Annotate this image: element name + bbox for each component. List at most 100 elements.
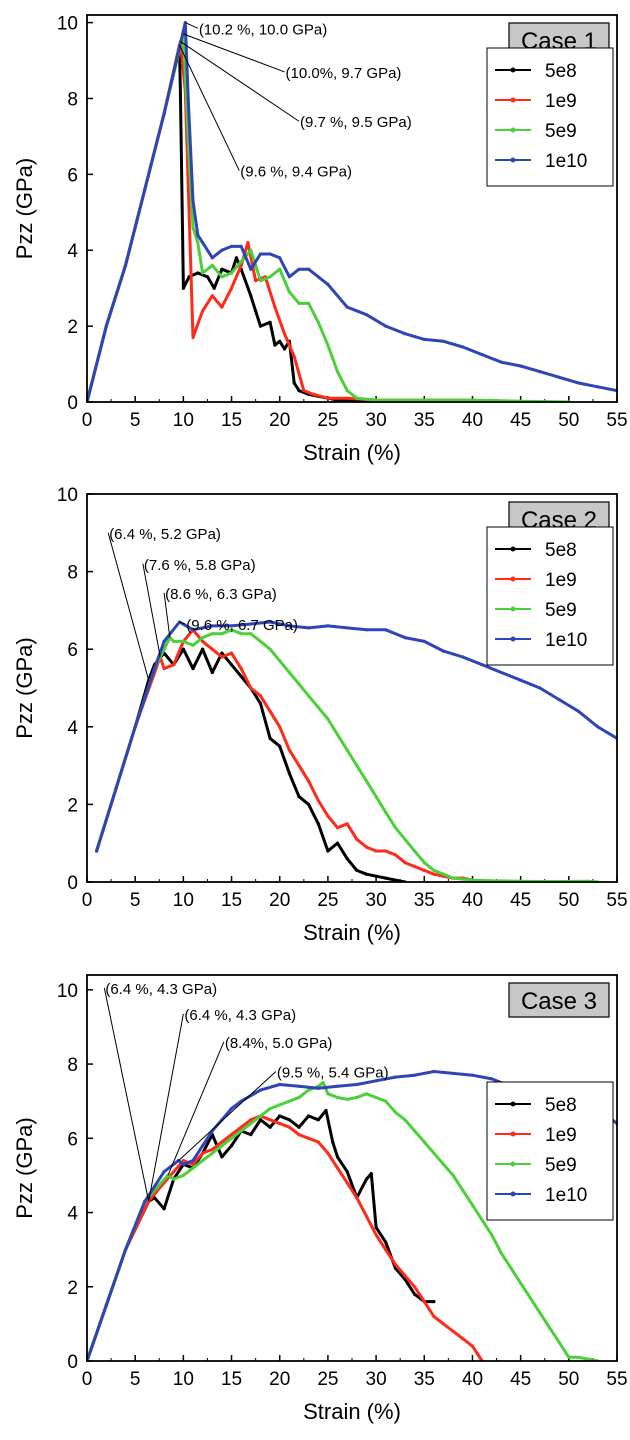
data-point — [490, 1077, 494, 1081]
data-point — [229, 1136, 234, 1140]
data-point — [254, 309, 258, 313]
data-point — [162, 639, 166, 644]
data-point — [249, 248, 253, 252]
data-point — [273, 305, 277, 309]
annotation-leader — [103, 987, 150, 1202]
data-point — [220, 1155, 224, 1159]
y-axis-label: Pzz (GPa) — [12, 158, 37, 259]
data-point — [229, 271, 234, 275]
data-point — [422, 1300, 426, 1304]
data-point — [278, 1082, 282, 1087]
data-point — [413, 849, 417, 853]
data-point — [181, 647, 185, 651]
legend-marker — [510, 67, 516, 73]
data-point — [162, 112, 166, 116]
data-point — [297, 1095, 301, 1100]
data-point — [229, 244, 234, 248]
data-point — [268, 620, 272, 624]
x-tick-label: 55 — [606, 890, 627, 911]
data-point — [239, 674, 243, 679]
x-axis-label: Strain (%) — [303, 1399, 401, 1424]
annotation-label: (8.6 %, 6.3 GPa) — [165, 586, 277, 603]
data-point — [201, 639, 205, 644]
data-point — [461, 1337, 465, 1341]
x-tick-label: 15 — [221, 410, 242, 431]
data-point — [210, 294, 214, 298]
legend-label: 1e9 — [545, 1125, 577, 1146]
data-point — [287, 290, 291, 294]
data-point — [258, 639, 263, 644]
data-point — [364, 628, 369, 632]
annotation-label: (7.6 %, 5.8 GPa) — [144, 557, 256, 574]
data-point — [557, 698, 561, 702]
legend-marker — [510, 1101, 516, 1107]
data-point — [432, 872, 436, 876]
data-point — [201, 636, 205, 640]
data-point — [311, 392, 316, 396]
annotation-leader — [163, 592, 171, 638]
data-point — [403, 1118, 407, 1122]
data-point — [246, 241, 250, 245]
data-point — [249, 1133, 253, 1137]
legend-label: 5e8 — [545, 540, 577, 561]
data-point — [297, 1133, 301, 1137]
data-point — [249, 632, 253, 636]
series-line-5e9 — [95, 628, 600, 882]
data-point — [538, 370, 542, 374]
data-point — [470, 398, 475, 402]
data-point — [374, 1225, 378, 1229]
data-point — [499, 360, 503, 364]
data-point — [268, 320, 272, 324]
data-point — [335, 1084, 340, 1088]
y-tick-label: 4 — [67, 1204, 78, 1225]
data-point — [258, 324, 263, 328]
data-point — [258, 694, 263, 698]
data-point — [254, 279, 258, 283]
series-line-1e9 — [95, 628, 484, 882]
data-point — [292, 354, 296, 359]
data-point — [307, 779, 311, 783]
data-point — [123, 1248, 128, 1252]
data-point — [210, 256, 214, 260]
case-label: Case 3 — [521, 988, 597, 1015]
data-point — [268, 1107, 272, 1111]
x-tick-label: 50 — [558, 1369, 579, 1390]
legend-label: 5e8 — [545, 61, 577, 82]
data-point — [229, 1133, 234, 1137]
data-point — [258, 279, 263, 283]
data-point — [441, 649, 446, 653]
data-point — [268, 275, 272, 279]
y-tick-label: 2 — [67, 317, 78, 338]
data-point — [326, 849, 330, 853]
data-point — [326, 1092, 330, 1096]
data-point — [345, 1170, 349, 1174]
data-point — [201, 1159, 205, 1163]
legend-label: 1e10 — [545, 630, 587, 651]
data-point — [528, 1296, 532, 1300]
legend-marker — [510, 576, 516, 582]
data-point — [519, 1281, 523, 1285]
x-tick-label: 10 — [173, 1369, 194, 1390]
annotation-leader — [185, 22, 199, 29]
data-point — [557, 1340, 561, 1344]
data-point — [191, 1166, 195, 1170]
annotation-label: (8.4%, 5.0 GPa) — [225, 1035, 333, 1052]
plot-frame — [86, 974, 618, 1362]
legend-marker — [510, 606, 516, 612]
data-point — [490, 1233, 494, 1237]
data-point — [287, 670, 291, 675]
plot-frame — [86, 493, 618, 883]
data-point — [191, 628, 195, 632]
data-point — [384, 810, 388, 814]
chart-panel-1: 0 5 10 15 20 25 30 35 40 45 50 55 0 2 4 6 8 10 (10.2 %, 10… — [12, 14, 628, 465]
data-point — [393, 853, 397, 857]
data-point — [287, 275, 291, 279]
data-point — [335, 1155, 340, 1159]
data-point — [273, 343, 277, 347]
data-point — [239, 1129, 243, 1133]
x-tick-label: 25 — [317, 890, 338, 911]
data-point — [191, 225, 195, 230]
y-tick-label: 10 — [57, 485, 78, 506]
data-point — [369, 1172, 373, 1176]
x-tick-label: 45 — [510, 890, 531, 911]
